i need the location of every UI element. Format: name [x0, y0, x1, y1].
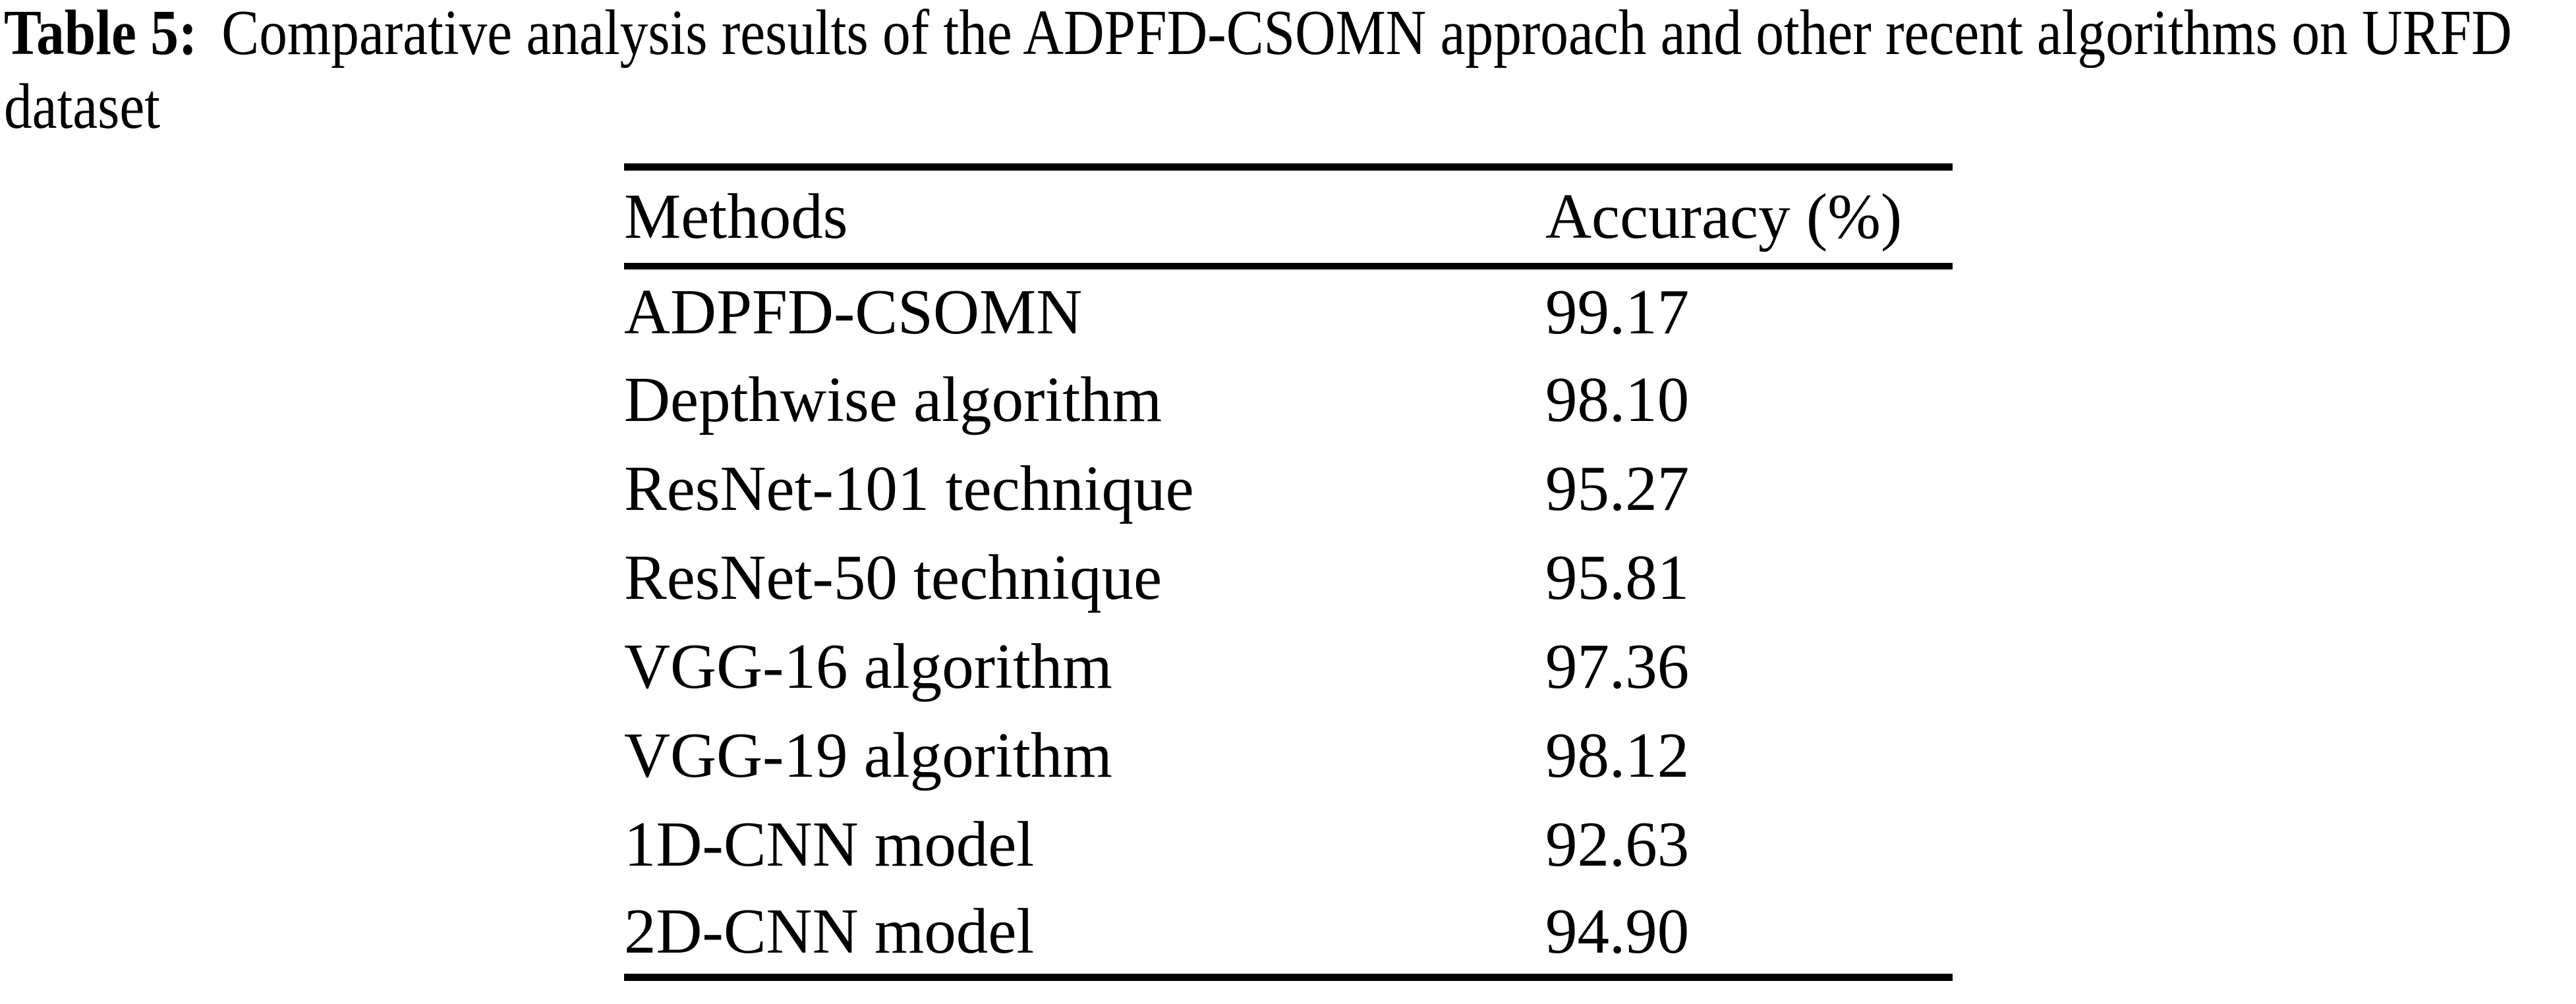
- comparison-table: Methods Accuracy (%) ADPFD-CSOMN 99.17 D…: [624, 163, 1953, 981]
- table-caption: Table 5: Comparative analysis results of …: [4, 0, 2576, 144]
- accuracy-cell: 99.17: [1545, 277, 1690, 347]
- table-row: ResNet-50 technique 95.81: [624, 533, 1953, 622]
- method-cell: 1D-CNN model: [624, 808, 1035, 879]
- accuracy-cell: 95.27: [1545, 453, 1690, 524]
- table-row: 2D-CNN model 94.90: [624, 889, 1953, 978]
- table-row: ResNet-101 technique 95.27: [624, 444, 1953, 533]
- method-cell: 2D-CNN model: [624, 895, 1035, 966]
- caption-text-line1: Comparative analysis results of the ADPF…: [221, 0, 2512, 68]
- table-row: Depthwise algorithm 98.10: [624, 355, 1953, 444]
- method-cell: VGG-16 algorithm: [624, 630, 1112, 702]
- header-row: Methods Accuracy (%): [624, 167, 1953, 269]
- accuracy-cell: 92.63: [1545, 808, 1690, 879]
- table-body: ADPFD-CSOMN 99.17 Depthwise algorithm 98…: [624, 266, 1953, 978]
- caption-line-1: Table 5: Comparative analysis results of …: [4, 0, 2512, 70]
- column-header-methods: Methods: [624, 167, 1545, 269]
- table-row: VGG-19 algorithm 98.12: [624, 711, 1953, 800]
- accuracy-cell: 97.36: [1545, 630, 1690, 702]
- method-cell: ResNet-101 technique: [624, 453, 1194, 524]
- table-header: Methods Accuracy (%): [624, 167, 1953, 269]
- accuracy-cell: 98.12: [1545, 719, 1690, 791]
- method-cell: VGG-19 algorithm: [624, 719, 1112, 791]
- accuracy-cell: 95.81: [1545, 542, 1690, 613]
- table-row: VGG-16 algorithm 97.36: [624, 622, 1953, 711]
- method-cell: ResNet-50 technique: [624, 542, 1162, 613]
- accuracy-cell: 94.90: [1545, 895, 1690, 966]
- caption-text-line2: dataset: [4, 71, 160, 142]
- accuracy-cell: 98.10: [1545, 364, 1690, 435]
- method-cell: Depthwise algorithm: [624, 364, 1162, 435]
- table-row: 1D-CNN model 92.63: [624, 800, 1953, 889]
- table-row: ADPFD-CSOMN 99.17: [624, 266, 1953, 355]
- method-cell: ADPFD-CSOMN: [624, 277, 1083, 347]
- caption-label: Table 5:: [4, 0, 198, 68]
- column-header-accuracy: Accuracy (%): [1545, 167, 1953, 269]
- caption-line-2: dataset: [4, 70, 2512, 144]
